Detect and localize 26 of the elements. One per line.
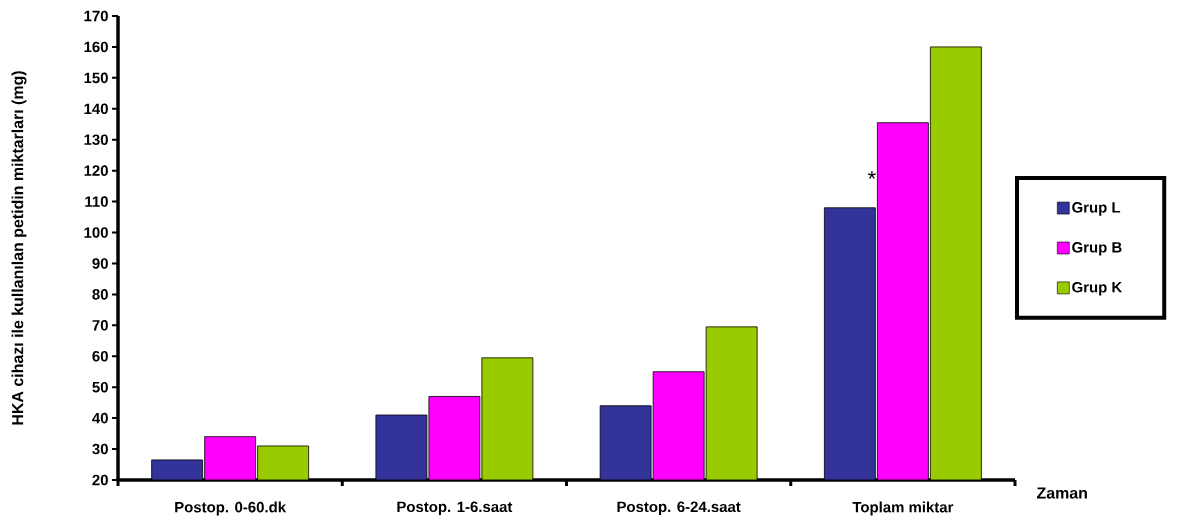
legend-label: Grup L	[1072, 202, 1121, 216]
y-tick-label: 130	[84, 134, 108, 146]
y-tick-label: 120	[84, 165, 108, 176]
annotation: *	[867, 171, 876, 179]
x-axis-title: Zaman	[1037, 487, 1087, 499]
y-tick-label: 90	[92, 258, 108, 269]
y-tick-label: 80	[92, 289, 108, 300]
y-tick-label: 150	[84, 72, 108, 84]
y-tick-label: 20	[92, 474, 108, 486]
y-tick-label: 110	[85, 196, 108, 207]
y-tick-label: 40	[92, 412, 108, 424]
y-axis-title: HKA cihazı ile kullanılan petidin miktarları (mg)	[11, 71, 27, 425]
x-tick-label: Postop. 0-60.dk	[175, 501, 287, 516]
y-tick-label: 70	[92, 320, 108, 331]
x-tick-label: Postop. 6-24.saat	[617, 501, 741, 516]
y-tick-label: 60	[92, 350, 108, 362]
x-tick-label: Toplam miktar	[852, 501, 954, 516]
legend-label: Grup K	[1072, 281, 1123, 296]
y-tick-label: 100	[84, 227, 108, 238]
y-tick-label: 160	[84, 41, 108, 53]
y-tick-label: 30	[92, 443, 108, 455]
y-tick-label: 170	[84, 10, 108, 22]
legend-label: Grup B	[1072, 242, 1122, 256]
y-tick-label: 140	[84, 103, 108, 115]
x-tick-label: Postop. 1-6.saat	[397, 501, 513, 516]
y-tick-label: 50	[92, 381, 108, 393]
